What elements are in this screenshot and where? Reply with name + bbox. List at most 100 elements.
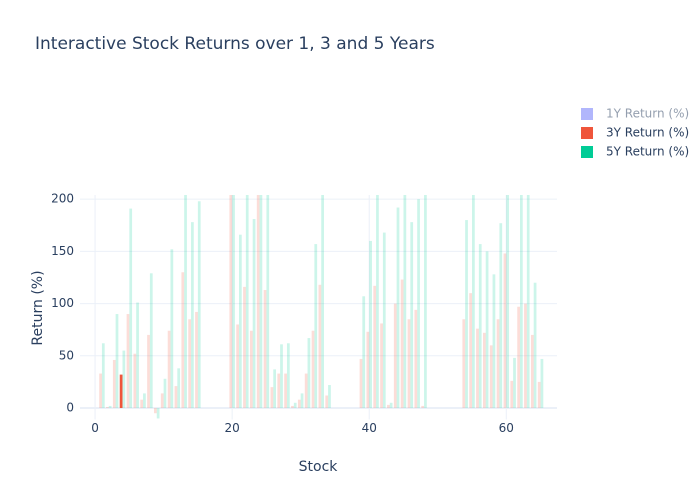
- bar[interactable]: [533, 282, 537, 409]
- bar[interactable]: [389, 402, 393, 409]
- bar[interactable]: [119, 374, 123, 409]
- bar[interactable]: [136, 302, 139, 409]
- bar[interactable]: [232, 195, 235, 409]
- bar[interactable]: [256, 195, 260, 409]
- bar[interactable]: [478, 244, 482, 409]
- bar[interactable]: [393, 303, 397, 409]
- bar[interactable]: [163, 378, 167, 409]
- bar[interactable]: [197, 201, 201, 409]
- bar[interactable]: [273, 369, 277, 409]
- bar[interactable]: [239, 234, 242, 409]
- bar[interactable]: [174, 386, 178, 409]
- bar[interactable]: [143, 393, 146, 409]
- bar[interactable]: [160, 393, 164, 409]
- bar[interactable]: [140, 399, 144, 409]
- bar[interactable]: [280, 344, 283, 409]
- bar[interactable]: [407, 319, 411, 409]
- bar[interactable]: [126, 314, 130, 409]
- bar[interactable]: [359, 358, 363, 409]
- bar[interactable]: [424, 195, 427, 409]
- legend-label[interactable]: 3Y Return (%): [606, 126, 689, 140]
- bar[interactable]: [101, 343, 105, 409]
- legend-swatch[interactable]: [581, 127, 593, 139]
- bar[interactable]: [249, 330, 253, 409]
- bar[interactable]: [489, 345, 493, 409]
- bar[interactable]: [170, 249, 174, 409]
- bar[interactable]: [325, 395, 329, 409]
- bar[interactable]: [417, 199, 420, 409]
- legend-swatch[interactable]: [581, 108, 593, 120]
- bar[interactable]: [263, 290, 267, 409]
- bar[interactable]: [362, 296, 366, 409]
- bar[interactable]: [291, 405, 294, 409]
- bar[interactable]: [284, 373, 287, 409]
- bar[interactable]: [328, 385, 331, 409]
- legend-label[interactable]: 5Y Return (%): [606, 145, 689, 159]
- bar[interactable]: [277, 373, 281, 409]
- bar[interactable]: [147, 334, 150, 409]
- bar[interactable]: [472, 195, 475, 409]
- bar[interactable]: [482, 332, 486, 409]
- bar[interactable]: [314, 244, 318, 409]
- bar[interactable]: [537, 381, 541, 409]
- bar[interactable]: [382, 232, 386, 409]
- bar[interactable]: [530, 334, 534, 409]
- bar[interactable]: [369, 240, 372, 409]
- bar[interactable]: [510, 380, 514, 409]
- bar[interactable]: [387, 404, 390, 409]
- bar[interactable]: [266, 195, 270, 409]
- bar[interactable]: [524, 303, 527, 409]
- bar[interactable]: [373, 285, 377, 409]
- bar[interactable]: [243, 286, 246, 409]
- bar[interactable]: [106, 406, 109, 409]
- bar[interactable]: [492, 274, 496, 409]
- bar[interactable]: [167, 330, 171, 409]
- bar[interactable]: [99, 373, 102, 409]
- bar[interactable]: [410, 222, 414, 409]
- bar[interactable]: [517, 306, 520, 409]
- bar[interactable]: [496, 319, 500, 409]
- bar[interactable]: [112, 359, 116, 409]
- bar[interactable]: [396, 207, 400, 409]
- bar[interactable]: [108, 405, 112, 409]
- bar[interactable]: [506, 195, 510, 409]
- bar[interactable]: [519, 195, 523, 409]
- bar[interactable]: [293, 402, 297, 409]
- bar[interactable]: [499, 223, 503, 409]
- bar[interactable]: [245, 195, 249, 409]
- legend-swatch[interactable]: [581, 146, 593, 158]
- bar[interactable]: [400, 279, 404, 409]
- bar[interactable]: [380, 323, 383, 409]
- bar[interactable]: [476, 328, 479, 409]
- bar[interactable]: [366, 331, 370, 409]
- bar[interactable]: [526, 195, 530, 409]
- bar[interactable]: [252, 219, 256, 409]
- bar[interactable]: [513, 357, 516, 409]
- bar[interactable]: [181, 272, 185, 409]
- bar[interactable]: [311, 330, 315, 409]
- bar[interactable]: [421, 405, 425, 409]
- bar[interactable]: [177, 368, 181, 409]
- bar[interactable]: [188, 319, 192, 409]
- bar[interactable]: [300, 393, 304, 409]
- bar[interactable]: [462, 319, 466, 409]
- bar[interactable]: [485, 251, 489, 409]
- bar[interactable]: [191, 222, 194, 409]
- bar[interactable]: [270, 387, 274, 409]
- bar[interactable]: [297, 399, 301, 409]
- bar[interactable]: [376, 195, 379, 409]
- bar[interactable]: [115, 314, 119, 409]
- bar[interactable]: [259, 195, 263, 409]
- bar[interactable]: [286, 343, 290, 409]
- bar[interactable]: [149, 273, 153, 409]
- bar[interactable]: [414, 309, 418, 409]
- bar[interactable]: [122, 350, 126, 409]
- bar[interactable]: [403, 195, 407, 409]
- bar[interactable]: [184, 195, 187, 409]
- bar[interactable]: [321, 195, 324, 409]
- bar[interactable]: [156, 408, 160, 419]
- legend-label[interactable]: 1Y Return (%): [606, 107, 689, 121]
- bar[interactable]: [503, 253, 507, 409]
- bar[interactable]: [307, 338, 311, 409]
- bar[interactable]: [154, 408, 157, 414]
